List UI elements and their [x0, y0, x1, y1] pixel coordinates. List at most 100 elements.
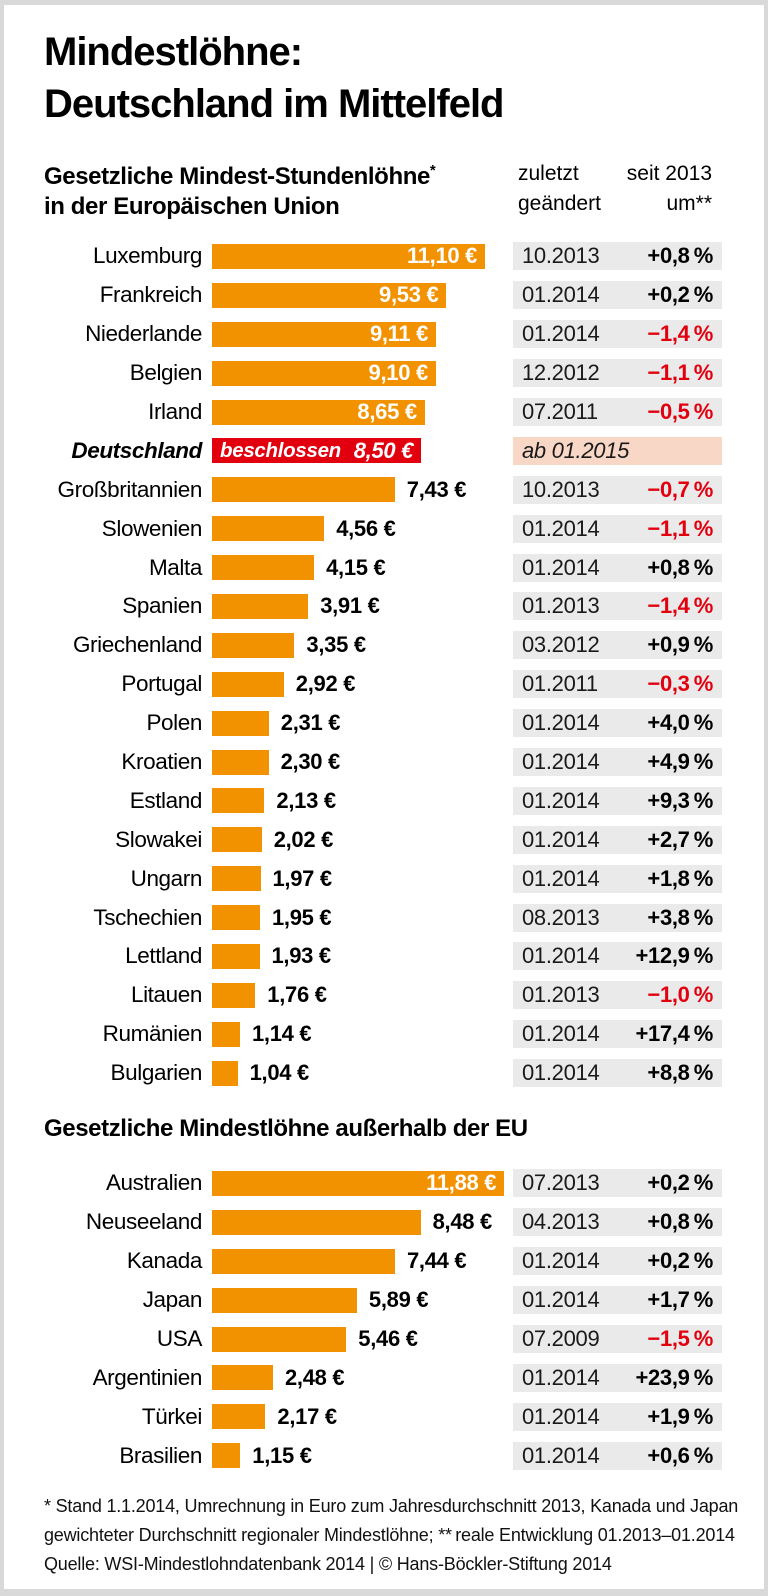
info-cell: 01.2013 −1,0 %: [513, 981, 722, 1010]
footnote: * Stand 1.1.2014, Umrechnung in Euro zum…: [44, 1492, 738, 1579]
info-cell: ab 01.2015: [513, 436, 722, 465]
value-bar: [212, 632, 295, 658]
value-bar: [212, 1060, 238, 1086]
bar-value-label: 7,44 €: [407, 1248, 467, 1274]
country-label: Ungarn: [130, 865, 203, 891]
bar-value-label: 3,35 €: [306, 632, 366, 658]
info-cell: 12.2012 −1,1 %: [513, 359, 722, 388]
value-bar: 9,10 €: [212, 360, 436, 386]
last-changed-date: 01.2014: [522, 515, 600, 541]
change-percent: −1,1 %: [647, 360, 713, 386]
country-label: Brasilien: [119, 1442, 202, 1468]
last-changed-date: 01.2014: [522, 1021, 600, 1047]
last-changed-date: 01.2014: [522, 943, 600, 969]
page-title: Mindestlöhne: Deutschland im Mittelfeld: [44, 26, 504, 130]
country-label: Rumänien: [102, 1021, 203, 1047]
last-changed-date: 01.2013: [522, 593, 600, 619]
change-percent: +0,2 %: [647, 1248, 713, 1274]
non-eu-bar-chart: Australien 11,88 € 07.2013 +0,2 % Neusee…: [44, 1164, 722, 1475]
last-changed-date: 01.2014: [522, 554, 600, 580]
last-changed-date: 01.2014: [522, 865, 600, 891]
bar-value-label: 3,91 €: [320, 593, 380, 619]
info-cell: 04.2013 +0,8 %: [513, 1208, 722, 1237]
last-changed-date: 01.2014: [522, 826, 600, 852]
source-line: Quelle: WSI-Mindestlohndatenbank 2014 | …: [44, 1554, 612, 1574]
change-percent: +17,4 %: [635, 1021, 713, 1047]
last-changed-date: 01.2014: [522, 749, 600, 775]
last-changed-date: 01.2013: [522, 982, 600, 1008]
footnote-line1: * Stand 1.1.2014, Umrechnung in Euro zum…: [44, 1496, 739, 1516]
bar-area: 2,30 €: [212, 749, 513, 775]
bar-value-label: 8,65 €: [357, 399, 417, 424]
country-label: Japan: [142, 1287, 203, 1313]
section1-title-line1: Gesetzliche Mindest-Stundenlöhne: [44, 163, 430, 190]
footnote-line2: gewichteter Durchschnitt regionaler Mind…: [44, 1525, 735, 1545]
change-percent: −1,5 %: [647, 1326, 713, 1351]
change-percent: +12,9 %: [635, 943, 713, 969]
bar-area: 9,10 €: [212, 360, 513, 386]
info-cell: 01.2014 +0,6 %: [513, 1441, 722, 1470]
change-percent: −0,7 %: [647, 476, 713, 502]
info-cell: 01.2011 −0,3 %: [513, 670, 722, 699]
value-bar: [212, 516, 325, 542]
last-changed-date: 01.2014: [522, 710, 600, 736]
bar-note: beschlossen: [220, 438, 341, 462]
value-bar: [212, 1326, 347, 1352]
bar-value-label: 2,30 €: [280, 749, 341, 775]
footnote-asterisk: *: [429, 162, 436, 179]
info-cell: 01.2014 +0,2 %: [513, 281, 722, 310]
bar-area: 2,48 €: [212, 1365, 513, 1391]
chart-row: Neuseeland 8,48 € 04.2013 +0,8 %: [44, 1203, 722, 1242]
chart-row: Malta 4,15 € 01.2014 +0,8 %: [44, 548, 722, 587]
info-cell: 01.2014 −1,1 %: [513, 514, 722, 543]
bar-value-label: 4,15 €: [326, 554, 386, 580]
country-label: USA: [156, 1326, 202, 1351]
bar-area: 1,95 €: [212, 905, 513, 931]
value-bar: [212, 593, 309, 619]
value-bar: [212, 555, 315, 581]
last-changed-date: 10.2013: [522, 476, 600, 502]
last-changed-date: 01.2014: [522, 321, 600, 347]
chart-row: Tschechien 1,95 € 08.2013 +3,8 %: [44, 898, 722, 937]
country-label: Argentinien: [92, 1364, 203, 1390]
info-cell: 10.2013 −0,7 %: [513, 475, 722, 504]
country-label: Kanada: [126, 1248, 203, 1274]
info-cell: 01.2014 +0,8 %: [513, 553, 722, 582]
chart-row: Brasilien 1,15 € 01.2014 +0,6 %: [44, 1436, 722, 1475]
last-changed-date: 12.2012: [522, 360, 600, 386]
chart-row: USA 5,46 € 07.2009 −1,5 %: [44, 1320, 722, 1359]
value-bar: [212, 477, 395, 503]
chart-row: Slowenien 4,56 € 01.2014 −1,1 %: [44, 509, 722, 548]
country-label: Türkei: [141, 1403, 203, 1429]
bar-value-label: 11,88 €: [426, 1170, 497, 1196]
bar-area: 2,17 €: [212, 1403, 513, 1430]
bar-value-label: 2,31 €: [280, 710, 341, 736]
country-label: Malta: [148, 554, 202, 580]
info-cell: 07.2011 −0,5 %: [513, 398, 722, 426]
bar-value-label: 8,48 €: [432, 1209, 493, 1235]
info-cell: 08.2013 +3,8 %: [513, 903, 722, 932]
bar-value-label: 2,92 €: [295, 671, 356, 697]
bar-area: 2,31 €: [212, 710, 513, 736]
chart-row: Rumänien 1,14 € 01.2014 +17,4 %: [44, 1015, 722, 1054]
country-label: Niederlande: [85, 321, 202, 347]
bar-value-label: 4,56 €: [336, 515, 396, 541]
bar-area: 1,15 €: [212, 1443, 513, 1469]
chart-row: Portugal 2,92 € 01.2011 −0,3 %: [44, 665, 722, 704]
chart-row: Belgien 9,10 € 12.2012 −1,1 %: [44, 354, 722, 393]
bar-area: 1,97 €: [212, 866, 513, 892]
bar-area: 9,11 €: [212, 321, 513, 347]
change-percent: −1,4 %: [647, 593, 713, 619]
bar-area: 3,35 €: [212, 632, 513, 658]
info-cell: 01.2014 +12,9 %: [513, 942, 722, 971]
country-label: Großbritannien: [57, 476, 203, 502]
chart-row: Estland 2,13 € 01.2014 +9,3 %: [44, 781, 722, 820]
country-label: Bulgarien: [110, 1060, 203, 1086]
country-label: Litauen: [130, 982, 202, 1008]
chart-row: Australien 11,88 € 07.2013 +0,2 %: [44, 1164, 722, 1203]
info-cell: 01.2014 +9,3 %: [513, 786, 722, 815]
bar-value-label: 2,17 €: [277, 1403, 337, 1429]
chart-row: Spanien 3,91 € 01.2013 −1,4 %: [44, 587, 722, 626]
bar-value-label: 2,02 €: [273, 826, 334, 852]
value-bar: [212, 788, 265, 814]
